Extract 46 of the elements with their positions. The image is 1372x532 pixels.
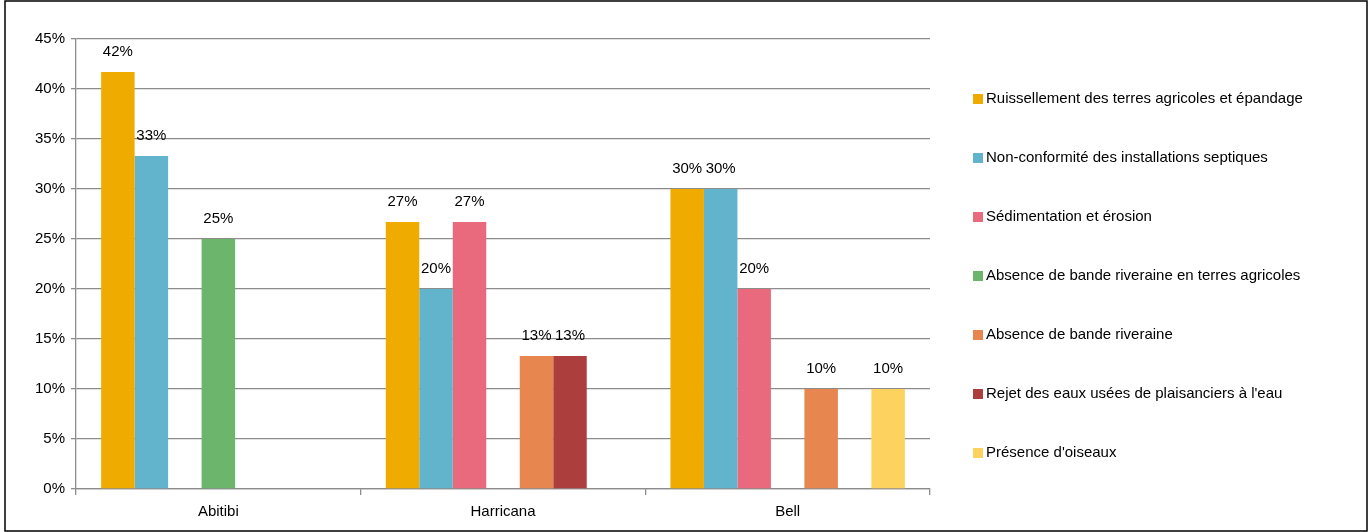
- data-label: 13%: [554, 325, 586, 343]
- bar: [703, 189, 738, 489]
- legend-label: Présence d'oiseaux: [986, 443, 1117, 461]
- bar: [871, 389, 905, 489]
- data-label: 30%: [705, 158, 736, 176]
- legend-label: Non-conformité des installations septiques: [986, 148, 1268, 166]
- y-tick-label: 5%: [43, 429, 66, 447]
- y-tick-label: 25%: [34, 229, 66, 247]
- x-tick-label: Harricana: [470, 502, 537, 520]
- data-label: 10%: [873, 358, 904, 376]
- bar: [804, 389, 838, 489]
- bar: [737, 289, 771, 489]
- bar: [452, 222, 487, 489]
- data-label: 10%: [806, 358, 837, 376]
- y-tick-label: 40%: [34, 79, 66, 97]
- bar: [134, 156, 169, 489]
- legend-label: Absence de bande riveraine en terres agricoles: [986, 266, 1301, 284]
- y-tick-label: 10%: [34, 379, 66, 397]
- y-tick-label: 15%: [34, 329, 66, 347]
- data-label: 25%: [203, 208, 234, 226]
- y-tick-label: 35%: [34, 129, 66, 147]
- bar: [670, 189, 704, 489]
- y-tick-label: 45%: [34, 29, 66, 47]
- bar: [385, 222, 420, 489]
- data-label: 30%: [672, 158, 703, 176]
- y-tick-label: 0%: [43, 479, 66, 497]
- legend-label: Sédimentation et érosion: [986, 207, 1152, 225]
- x-tick-label: Bell: [775, 502, 801, 520]
- data-label: 27%: [454, 191, 485, 209]
- data-label: 42%: [102, 41, 133, 59]
- legend-label: Absence de bande riveraine: [986, 325, 1173, 343]
- bar: [201, 239, 236, 489]
- bar: [419, 289, 453, 489]
- data-label: 33%: [136, 125, 167, 143]
- y-tick-label: 30%: [34, 179, 66, 197]
- legend-label: Ruissellement des terres agricoles et épandage: [986, 89, 1303, 107]
- bar: [101, 72, 135, 489]
- data-label: 27%: [387, 191, 418, 209]
- bar: [519, 356, 554, 489]
- bar: [553, 356, 587, 489]
- legend-label: Rejet des eaux usées de plaisanciers à l'eau: [986, 384, 1283, 402]
- data-label: 20%: [739, 258, 770, 276]
- data-label: 20%: [421, 258, 452, 276]
- data-label: 13%: [521, 325, 552, 343]
- x-tick-label: Abitibi: [197, 502, 239, 520]
- y-tick-label: 20%: [34, 279, 66, 297]
